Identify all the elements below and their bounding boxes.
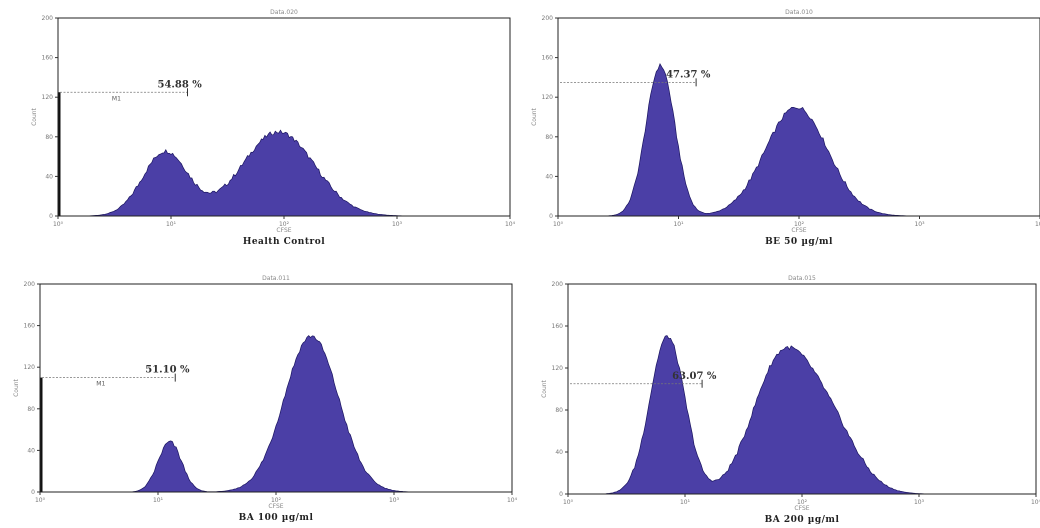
y-tick-label-1-4: 160 bbox=[42, 55, 54, 62]
panel-caption-3: BA 100 µg/ml bbox=[239, 513, 314, 523]
x-tick-label-3-3: 10³ bbox=[389, 497, 400, 504]
y-tick-label-2-1: 40 bbox=[545, 173, 553, 180]
sample-label-4: Data.015 bbox=[788, 275, 816, 282]
y-tick-label-4-5: 200 bbox=[552, 281, 564, 288]
y-tick-label-2-3: 120 bbox=[542, 94, 554, 101]
x-tick-label-1-0: 10⁰ bbox=[53, 221, 64, 228]
x-tick-label-2-0: 10⁰ bbox=[553, 221, 564, 228]
x-axis-label-2: CFSE bbox=[791, 227, 806, 234]
gate-percent-4: 63.07 % bbox=[672, 371, 717, 382]
y-axis-label-3: Count bbox=[13, 378, 20, 396]
sample-label-2: Data.010 bbox=[785, 9, 813, 16]
y-tick-label-2-2: 80 bbox=[545, 134, 553, 141]
histogram-panel-1: Data.020 0 40 80 120 160 200 Count 10⁰ 10¹ 10² 10³ 1… bbox=[31, 9, 516, 247]
x-tick-label-3-2: 10² bbox=[271, 497, 282, 504]
y-tick-label-3-5: 200 bbox=[24, 281, 36, 288]
x-tick-label-1-2: 10² bbox=[279, 221, 290, 228]
gate-percent-3: 51.10 % bbox=[145, 365, 190, 376]
y-tick-label-3-3: 120 bbox=[24, 364, 36, 371]
y-tick-label-4-3: 120 bbox=[552, 365, 564, 372]
x-tick-label-2-2: 10² bbox=[794, 221, 805, 228]
x-tick-label-4-1: 10¹ bbox=[680, 499, 691, 506]
x-tick-label-4-4: 10⁴ bbox=[1031, 499, 1040, 506]
x-tick-label-2-4: 10⁴ bbox=[1035, 221, 1040, 228]
histogram-panel-4: Data.015 0 40 80 120 160 200 Count 10⁰ 10¹ 10² 10³ 1… bbox=[541, 275, 1040, 525]
panel-caption-1: Health Control bbox=[243, 237, 325, 247]
y-tick-label-3-2: 80 bbox=[27, 406, 35, 413]
panel-caption-2: BE 50 µg/ml bbox=[765, 237, 833, 247]
low-channel-spike-1 bbox=[58, 92, 61, 216]
histogram-area-1 bbox=[58, 129, 510, 217]
y-tick-label-4-0: 0 bbox=[559, 491, 563, 498]
histogram-area-4 bbox=[568, 335, 1036, 495]
y-tick-label-3-1: 40 bbox=[27, 447, 35, 454]
histogram-area-3 bbox=[40, 335, 512, 493]
histogram-panel-3: Data.011 0 40 80 120 160 200 Count 10⁰ 10¹ 10² 10³ 1… bbox=[13, 275, 518, 523]
x-tick-label-3-0: 10⁰ bbox=[35, 497, 46, 504]
gate-percent-2: 47.37 % bbox=[666, 69, 711, 80]
x-tick-label-1-3: 10³ bbox=[392, 221, 403, 228]
x-axis-label-4: CFSE bbox=[794, 505, 809, 512]
x-axis-label-1: CFSE bbox=[276, 227, 291, 234]
y-tick-label-3-0: 0 bbox=[31, 489, 35, 496]
gate-percent-1: 54.88 % bbox=[158, 79, 203, 90]
sample-label-3: Data.011 bbox=[262, 275, 290, 282]
y-tick-label-2-5: 200 bbox=[542, 15, 554, 22]
x-tick-label-3-1: 10¹ bbox=[153, 497, 164, 504]
y-axis-label-4: Count bbox=[541, 379, 548, 397]
y-axis-label-2: Count bbox=[531, 107, 538, 125]
gate-name-3: M1 bbox=[96, 381, 105, 388]
x-tick-label-4-2: 10² bbox=[797, 499, 808, 506]
x-tick-label-4-3: 10³ bbox=[914, 499, 925, 506]
y-tick-label-2-4: 160 bbox=[542, 55, 554, 62]
y-tick-label-2-0: 0 bbox=[549, 213, 553, 220]
y-tick-label-4-4: 160 bbox=[552, 323, 564, 330]
low-channel-spike-3 bbox=[40, 377, 43, 492]
y-tick-label-1-2: 80 bbox=[45, 134, 53, 141]
x-axis-label-3: CFSE bbox=[268, 503, 283, 510]
y-tick-label-4-1: 40 bbox=[555, 449, 563, 456]
x-tick-label-1-1: 10¹ bbox=[166, 221, 177, 228]
panel-caption-4: BA 200 µg/ml bbox=[765, 515, 840, 525]
y-tick-label-1-1: 40 bbox=[45, 173, 53, 180]
y-tick-label-1-3: 120 bbox=[42, 94, 54, 101]
x-tick-label-2-1: 10¹ bbox=[673, 221, 684, 228]
x-tick-label-4-0: 10⁰ bbox=[563, 499, 574, 506]
histogram-area-2 bbox=[558, 63, 1040, 217]
gate-name-1: M1 bbox=[112, 95, 121, 102]
y-tick-label-1-5: 200 bbox=[42, 15, 54, 22]
y-tick-label-3-4: 160 bbox=[24, 323, 36, 330]
x-tick-label-1-4: 10⁴ bbox=[505, 221, 516, 228]
y-axis-label-1: Count bbox=[31, 107, 38, 125]
y-tick-label-1-0: 0 bbox=[49, 213, 53, 220]
histogram-panel-2: Data.010 0 40 80 120 160 200 Count 10⁰ 10¹ 10² 10³ 1… bbox=[531, 9, 1040, 247]
y-tick-label-4-2: 80 bbox=[555, 407, 563, 414]
x-tick-label-2-3: 10³ bbox=[914, 221, 925, 228]
sample-label-1: Data.020 bbox=[270, 9, 298, 16]
x-tick-label-3-4: 10⁴ bbox=[507, 497, 518, 504]
